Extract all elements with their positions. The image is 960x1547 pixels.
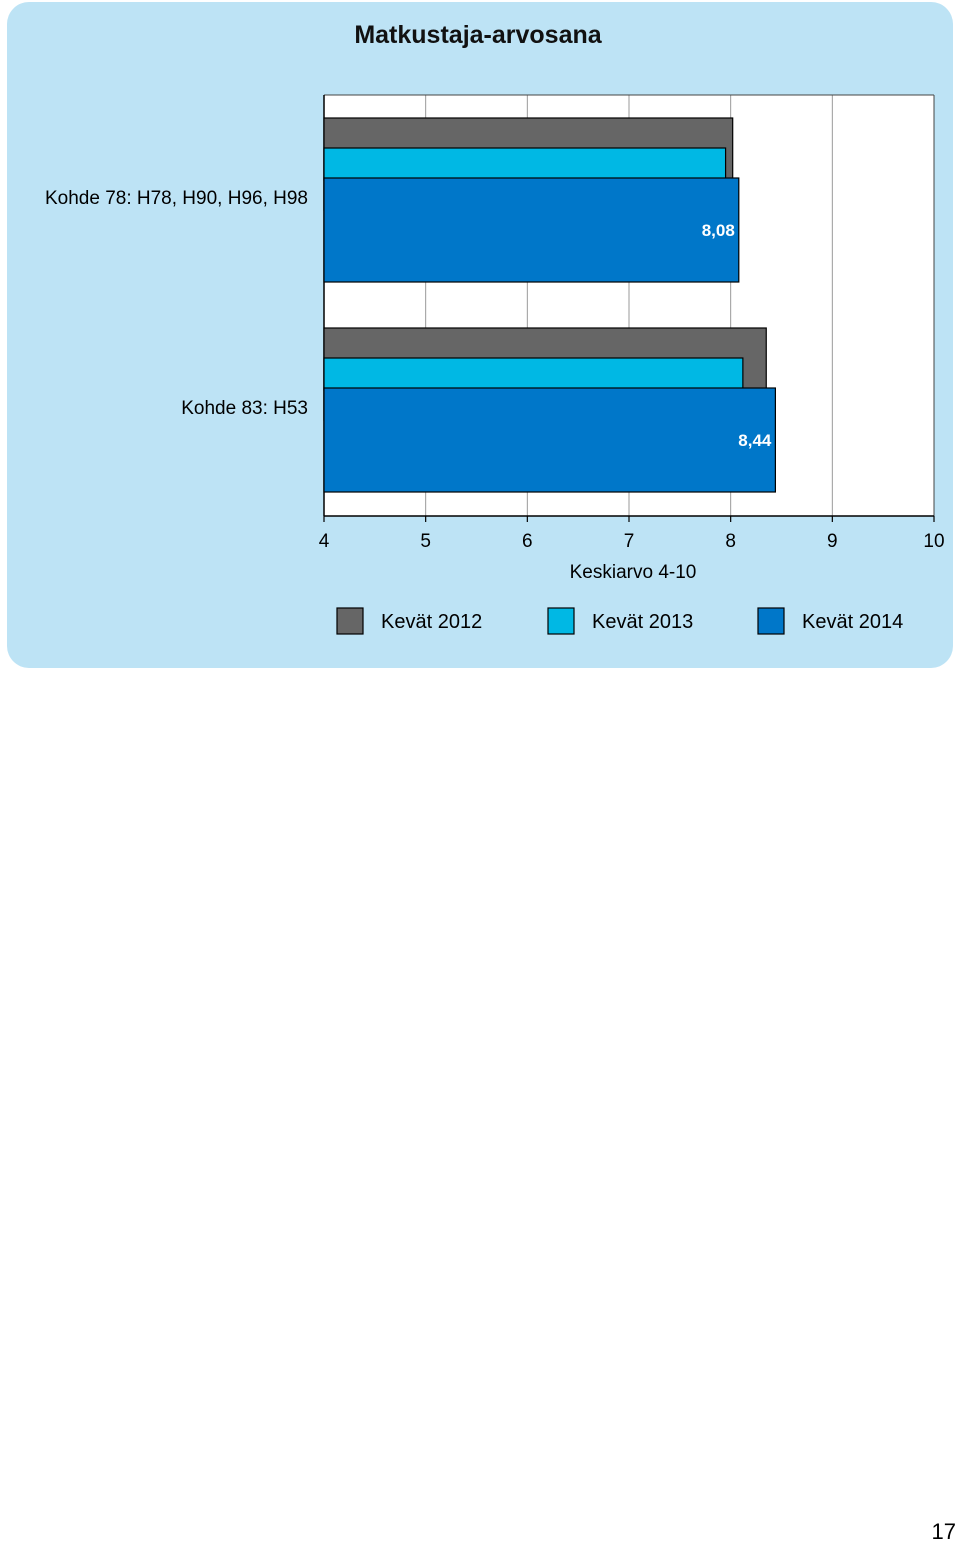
data-label: 8,44: [738, 431, 772, 450]
legend: Kevät 2012 Kevät 2013 Kevät 2014: [336, 607, 903, 635]
bar-chart: Matkustaja-arvosana 8,08 8,44 Kohde 78: H…: [45, 21, 945, 635]
category-label: Kohde 83: H53: [181, 398, 308, 419]
chart-title: Matkustaja-arvosana: [354, 21, 602, 49]
x-tick-label: 4: [319, 531, 330, 552]
page-number: 17: [931, 1519, 956, 1544]
data-label: 8,08: [702, 221, 735, 240]
x-tick-label: 8: [725, 531, 736, 552]
category-label: Kohde 78: H78, H90, H96, H98: [45, 188, 308, 209]
bar-1-series-3: [323, 177, 740, 283]
x-tick-label: 9: [827, 531, 838, 552]
bar-2-series-3: [323, 387, 776, 493]
x-tick-label: 5: [420, 531, 431, 552]
legend-label: Kevät 2012: [381, 611, 482, 633]
legend-label: Kevät 2014: [802, 611, 903, 633]
x-tick-label: 6: [522, 531, 533, 552]
x-axis-title: Keskiarvo 4-10: [570, 562, 697, 583]
legend-swatch: [336, 607, 364, 635]
legend-swatch: [757, 607, 785, 635]
x-axis-ticks: 4 5 6 7 8 9 10: [319, 516, 945, 552]
bars: 8,08 8,44: [323, 117, 776, 493]
x-tick-label: 10: [923, 531, 944, 552]
x-tick-label: 7: [624, 531, 635, 552]
category-labels: Kohde 78: H78, H90, H96, H98 Kohde 83: H5…: [45, 188, 308, 419]
legend-swatch: [547, 607, 575, 635]
legend-label: Kevät 2013: [592, 611, 693, 633]
